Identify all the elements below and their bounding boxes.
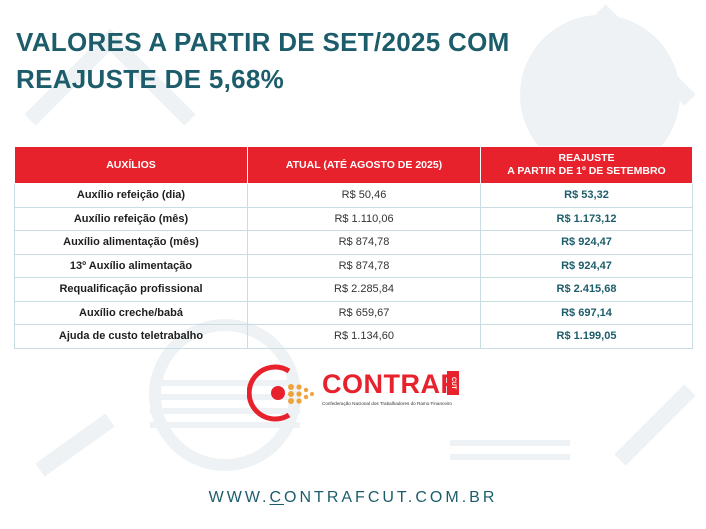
header-auxilios: AUXÍLIOS (14, 146, 248, 184)
logo-name: CONTRAF (322, 369, 458, 399)
current-value: R$ 50,46 (247, 183, 481, 208)
current-value: R$ 1.134,60 (247, 324, 481, 349)
aux-name: Ajuda de custo teletrabalho (14, 324, 248, 349)
adjusted-value: R$ 924,47 (480, 253, 693, 278)
aux-name: Auxílio refeição (mês) (14, 206, 248, 231)
adjusted-value: R$ 1.173,12 (480, 206, 693, 231)
table-row: 13º Auxílio alimentação R$ 874,78 R$ 924… (14, 253, 693, 278)
website-prefix: WWW. (208, 489, 270, 506)
table-header-row: AUXÍLIOS ATUAL (ATÉ AGOSTO DE 2025) REAJ… (14, 146, 693, 184)
table-row: Auxílio creche/babá R$ 659,67 R$ 697,14 (14, 300, 693, 325)
aux-name: Auxílio refeição (dia) (14, 183, 248, 208)
contraf-logo-icon (246, 364, 314, 422)
header-adjusted: REAJUSTE A PARTIR DE 1º DE SETEMBRO (480, 146, 693, 184)
aux-name: 13º Auxílio alimentação (14, 253, 248, 278)
table-row: Auxílio alimentação (mês) R$ 874,78 R$ 9… (14, 230, 693, 255)
header-current: ATUAL (ATÉ AGOSTO DE 2025) (247, 146, 481, 184)
aux-name: Auxílio creche/babá (14, 300, 248, 325)
header-adjusted-line1: REAJUSTE (558, 152, 615, 164)
adjusted-value: R$ 1.199,05 (480, 324, 693, 349)
contraf-logo: CONTRAF CUT Confederação Nacional dos Tr… (246, 363, 477, 423)
page-title: VALORES A PARTIR DE SET/2025 COM REAJUST… (16, 27, 510, 94)
table-row: Ajuda de custo teletrabalho R$ 1.134,60 … (14, 324, 693, 349)
current-value: R$ 874,78 (247, 253, 481, 278)
current-value: R$ 2.285,84 (247, 277, 481, 302)
adjusted-value: R$ 2.415,68 (480, 277, 693, 302)
current-value: R$ 1.110,06 (247, 206, 481, 231)
current-value: R$ 874,78 (247, 230, 481, 255)
adjusted-value: R$ 697,14 (480, 300, 693, 325)
values-table: AUXÍLIOS ATUAL (ATÉ AGOSTO DE 2025) REAJ… (14, 146, 693, 349)
table-row: Auxílio refeição (dia) R$ 50,46 R$ 53,32 (14, 183, 693, 208)
aux-name: Requalificação profissional (14, 277, 248, 302)
table-row: Requalificação profissional R$ 2.285,84 … (14, 277, 693, 302)
logo-subtitle: Confederação Nacional dos Trabalhadores … (322, 401, 452, 406)
website-underlined-letter: C (269, 489, 285, 506)
current-value: R$ 659,67 (247, 300, 481, 325)
adjusted-value: R$ 924,47 (480, 230, 693, 255)
website-link[interactable]: WWW.CONTRAFCUT.COM.BR (0, 489, 706, 507)
website-rest: ONTRAFCUT.COM.BR (284, 489, 498, 506)
logo-badge: CUT (447, 371, 459, 395)
adjusted-value: R$ 53,32 (480, 183, 693, 208)
aux-name: Auxílio alimentação (mês) (14, 230, 248, 255)
header-adjusted-line2: A PARTIR DE 1º DE SETEMBRO (507, 165, 666, 177)
table-row: Auxílio refeição (mês) R$ 1.110,06 R$ 1.… (14, 206, 693, 231)
